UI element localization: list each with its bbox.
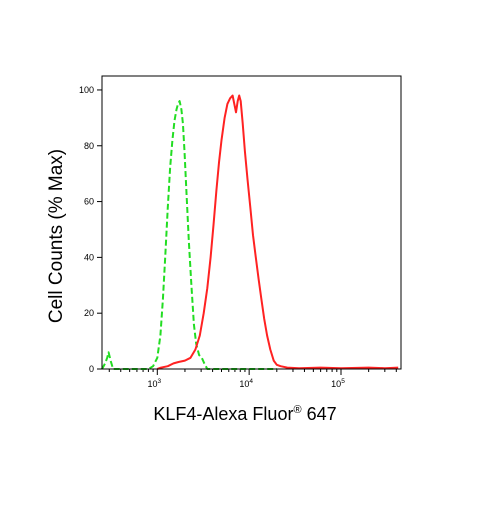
y-axis-title: Cell Counts (% Max) <box>46 149 67 323</box>
x-axis-title-main: KLF4-Alexa Fluor <box>153 404 293 424</box>
histogram-series-solid-red <box>156 94 399 370</box>
y-tick-label: 40 <box>84 252 94 262</box>
x-axis-title-tail: 647 <box>302 404 337 424</box>
x-tick-label-exponent: 5 <box>341 378 345 385</box>
x-tick-label: 103 <box>147 378 161 389</box>
y-tick-label: 20 <box>84 308 94 318</box>
y-tick-label: 60 <box>84 197 94 207</box>
x-axis-title: KLF4-Alexa Fluor® 647 <box>153 404 336 424</box>
x-tick-label: 104 <box>239 378 253 389</box>
series-layer <box>101 94 399 370</box>
x-tick-label-exponent: 4 <box>249 378 253 385</box>
x-tick-label-base: 10 <box>331 379 341 389</box>
histogram-series-dashed-green <box>101 100 277 370</box>
x-axis-ticks: 103 104 105 <box>108 369 397 389</box>
y-tick-label: 100 <box>79 85 94 95</box>
y-tick-label: 80 <box>84 141 94 151</box>
y-tick-label: 0 <box>89 364 94 374</box>
x-tick-label: 105 <box>331 378 345 389</box>
x-tick-label-exponent: 3 <box>157 378 161 385</box>
y-axis-ticks: 0 20 40 60 80 100 <box>79 85 102 374</box>
x-tick-label-base: 10 <box>147 379 157 389</box>
x-axis-title-registered-mark: ® <box>293 404 301 416</box>
x-tick-label-base: 10 <box>239 379 249 389</box>
plot-frame <box>101 75 402 370</box>
